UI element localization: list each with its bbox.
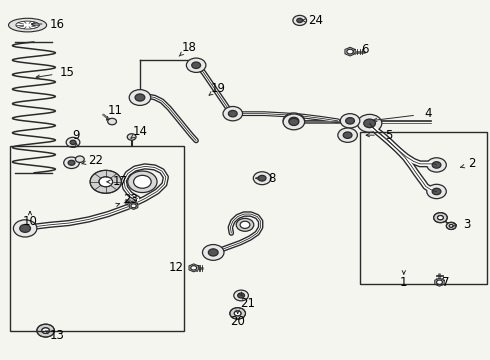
Circle shape: [192, 62, 200, 68]
Circle shape: [432, 162, 441, 168]
Circle shape: [234, 311, 241, 316]
Text: 17: 17: [113, 175, 128, 188]
Circle shape: [258, 175, 266, 181]
Circle shape: [208, 249, 218, 256]
Circle shape: [338, 128, 357, 142]
Circle shape: [283, 114, 305, 130]
Circle shape: [90, 170, 122, 193]
Ellipse shape: [8, 18, 47, 32]
Text: 8: 8: [268, 172, 275, 185]
Circle shape: [449, 225, 453, 227]
Circle shape: [437, 280, 442, 284]
Circle shape: [75, 156, 84, 162]
Circle shape: [202, 244, 224, 260]
Circle shape: [70, 140, 76, 144]
Circle shape: [131, 204, 136, 208]
Circle shape: [238, 293, 245, 298]
Circle shape: [438, 216, 443, 220]
Ellipse shape: [16, 21, 39, 29]
Text: 19: 19: [211, 82, 225, 95]
Circle shape: [135, 94, 145, 101]
Text: 22: 22: [89, 154, 103, 167]
Circle shape: [345, 118, 354, 124]
Circle shape: [64, 157, 79, 168]
Circle shape: [66, 137, 80, 147]
Circle shape: [283, 113, 305, 129]
Text: 7: 7: [441, 276, 449, 289]
Bar: [360, 132, 487, 284]
Circle shape: [347, 49, 353, 54]
Circle shape: [13, 220, 37, 237]
Circle shape: [68, 160, 75, 165]
Polygon shape: [345, 47, 355, 56]
Circle shape: [223, 107, 243, 121]
Circle shape: [228, 111, 237, 117]
Circle shape: [364, 119, 375, 128]
Circle shape: [20, 225, 30, 232]
Circle shape: [99, 177, 113, 187]
Circle shape: [434, 213, 447, 223]
Text: 6: 6: [361, 42, 368, 55]
Text: 1: 1: [400, 276, 408, 289]
Circle shape: [186, 58, 206, 72]
Text: 5: 5: [386, 129, 393, 142]
Circle shape: [234, 290, 248, 301]
Text: 14: 14: [132, 125, 147, 138]
Circle shape: [240, 221, 250, 228]
Text: 9: 9: [73, 129, 80, 142]
Text: 4: 4: [424, 107, 432, 120]
Text: 2: 2: [468, 157, 476, 170]
Circle shape: [127, 134, 136, 140]
Circle shape: [42, 328, 49, 333]
Text: 11: 11: [108, 104, 123, 117]
Text: 12: 12: [169, 261, 184, 274]
Circle shape: [230, 308, 245, 319]
Circle shape: [293, 15, 307, 26]
Text: 20: 20: [230, 315, 245, 328]
Circle shape: [427, 184, 446, 199]
Text: 10: 10: [23, 215, 37, 228]
Circle shape: [289, 117, 299, 125]
Text: 13: 13: [49, 329, 64, 342]
Circle shape: [236, 219, 254, 231]
Polygon shape: [129, 202, 138, 210]
Text: 23: 23: [122, 193, 138, 206]
Circle shape: [128, 171, 157, 193]
Circle shape: [253, 172, 271, 185]
Polygon shape: [435, 278, 444, 286]
Circle shape: [343, 132, 352, 138]
Circle shape: [446, 222, 456, 229]
Circle shape: [191, 266, 196, 270]
Circle shape: [340, 114, 360, 128]
Circle shape: [134, 175, 151, 188]
Text: 16: 16: [49, 18, 64, 31]
Circle shape: [297, 18, 303, 23]
Circle shape: [357, 114, 382, 132]
Polygon shape: [189, 264, 198, 272]
Text: 21: 21: [240, 297, 255, 310]
Text: 15: 15: [59, 66, 74, 79]
Text: 24: 24: [308, 14, 323, 27]
Circle shape: [108, 118, 117, 125]
Circle shape: [432, 188, 441, 195]
Circle shape: [289, 118, 299, 126]
Bar: [10, 146, 184, 330]
Circle shape: [129, 90, 151, 105]
Text: 3: 3: [464, 218, 471, 231]
Text: 18: 18: [181, 41, 196, 54]
Circle shape: [37, 324, 54, 337]
Circle shape: [427, 158, 446, 172]
